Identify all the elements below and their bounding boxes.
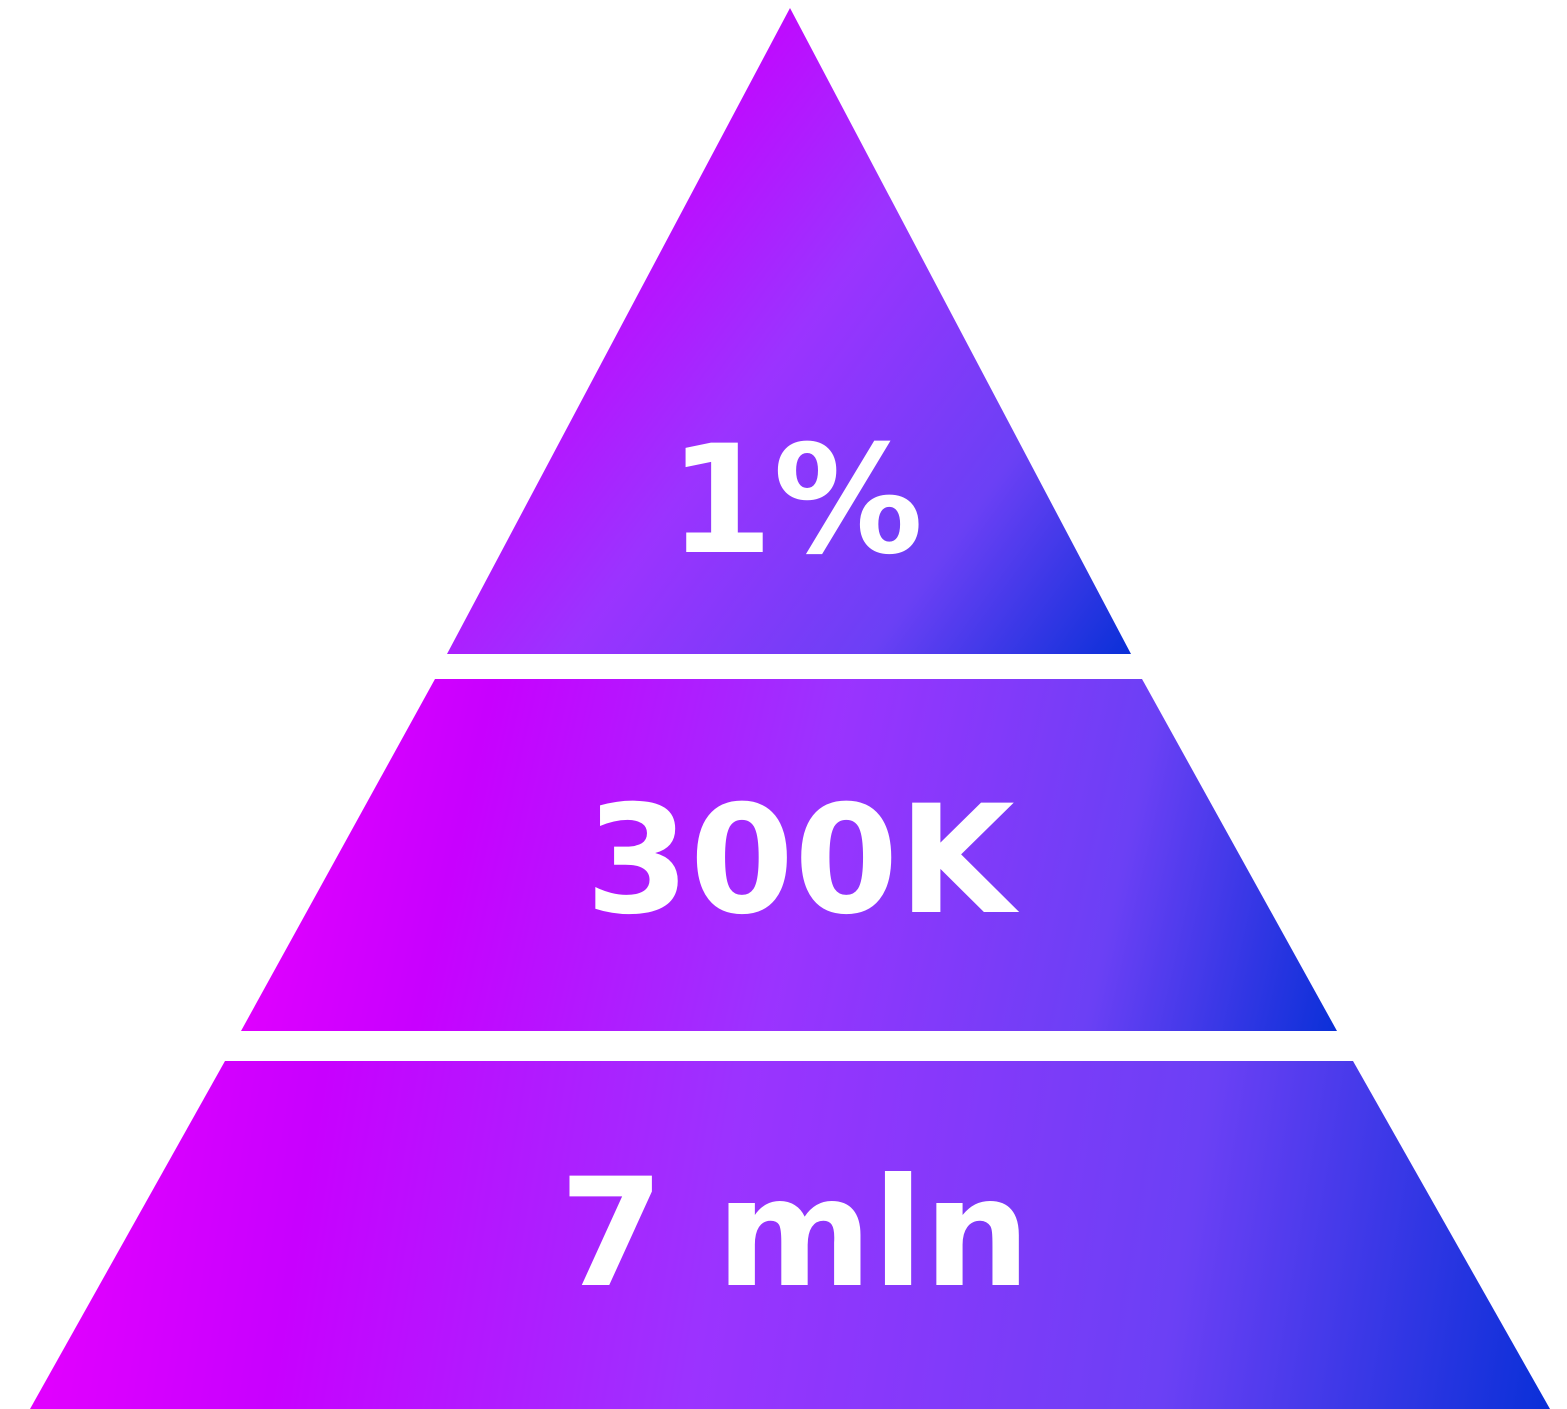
pyramid-tier-top: 1% — [447, 8, 1131, 654]
tier-top-shape — [447, 8, 1131, 654]
tier-middle-label: 300K — [585, 774, 1019, 948]
tier-bottom-shape — [30, 1061, 1550, 1409]
tier-top-label: 1% — [669, 414, 924, 588]
pyramid-tier-bottom: 7 mln — [30, 1061, 1550, 1409]
tier-bottom-label: 7 mln — [559, 1147, 1030, 1321]
pyramid-tier-middle: 300K — [241, 679, 1337, 1031]
tier-middle-shape — [241, 679, 1337, 1031]
